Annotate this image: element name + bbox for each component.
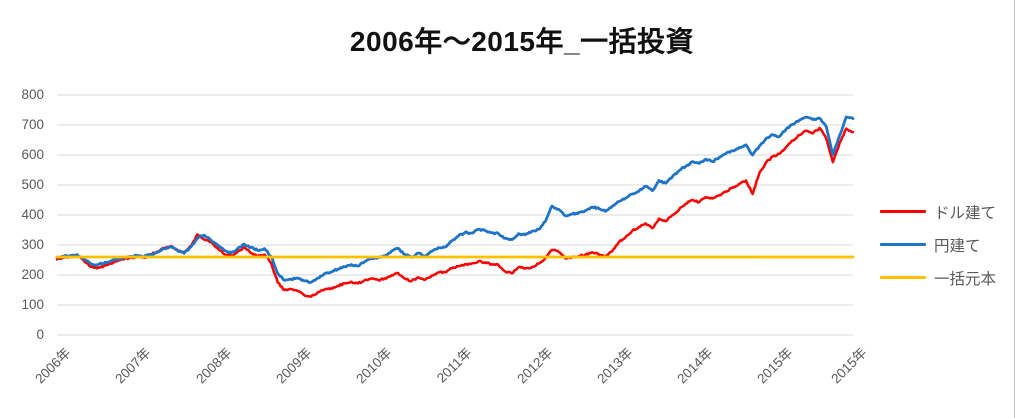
- y-axis-tick-label: 800: [21, 87, 44, 102]
- legend-label: 一括元本: [934, 270, 997, 288]
- legend-line-swatch: [880, 243, 926, 246]
- series-line-usd: [55, 126, 855, 298]
- y-axis-tick-label: 300: [21, 237, 44, 252]
- legend-item: 円建て: [880, 236, 996, 255]
- y-axis-tick-label: 200: [21, 267, 44, 282]
- legend-label: 円建て: [934, 237, 981, 255]
- y-axis-tick-label: 100: [21, 297, 44, 312]
- series-line-jpy: [55, 115, 855, 284]
- legend-label: ドル建て: [934, 204, 997, 222]
- y-axis-tick-label: 400: [21, 207, 44, 222]
- y-axis-tick-label: 500: [21, 177, 44, 192]
- chart-frame-right-border: [1014, 0, 1015, 418]
- y-axis-tick-label: 0: [36, 327, 44, 342]
- chart-legend: ドル建て円建て一括元本: [880, 203, 996, 302]
- y-axis-tick-label: 700: [21, 117, 44, 132]
- chart-title: 2006年～2015年_一括投資: [349, 26, 695, 57]
- y-axis-tick-label: 600: [21, 147, 44, 162]
- legend-item: ドル建て: [880, 203, 997, 222]
- legend-item: 一括元本: [880, 269, 997, 288]
- legend-line-swatch: [880, 276, 926, 279]
- legend-line-swatch: [880, 210, 926, 213]
